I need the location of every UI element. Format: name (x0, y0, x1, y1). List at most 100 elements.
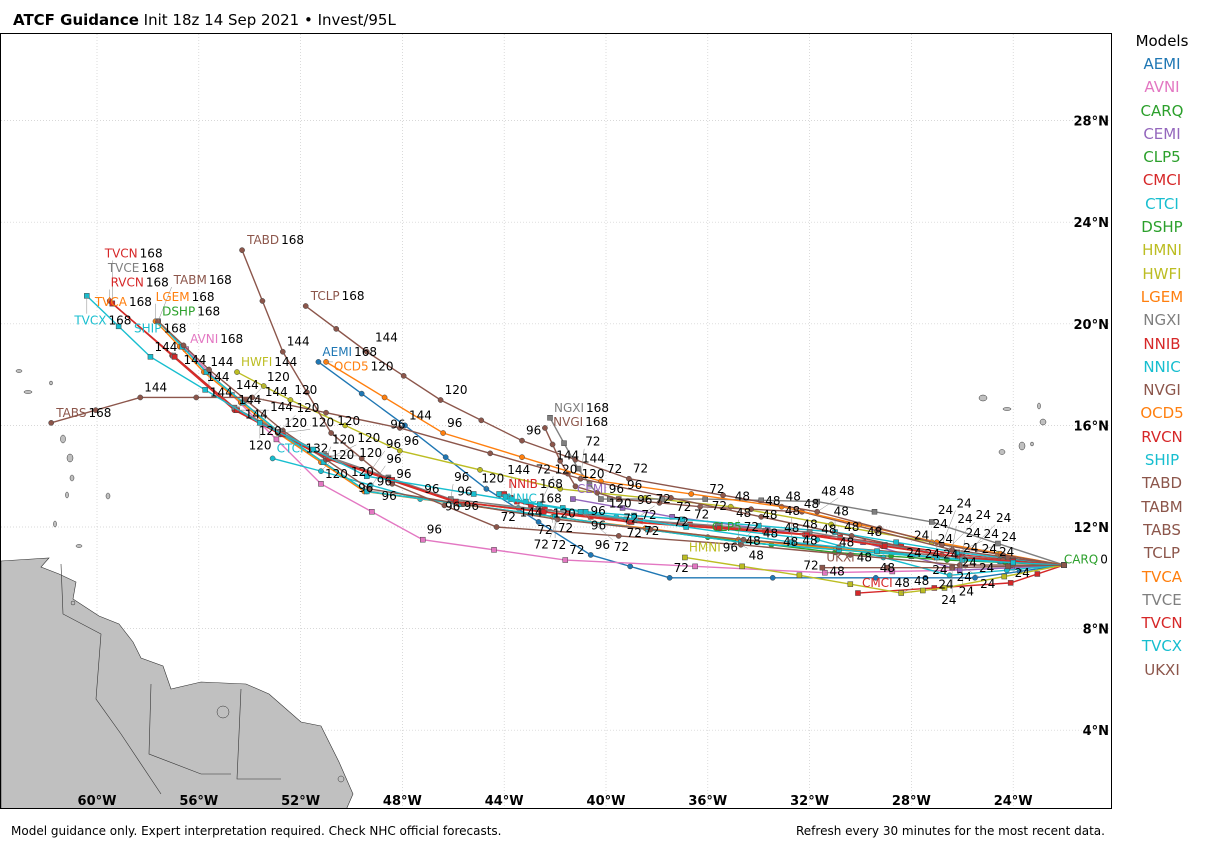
track-point (171, 354, 178, 360)
legend-item-nvgi[interactable]: NVGI (1143, 381, 1181, 400)
map-title: ATCF Guidance Init 18z 14 Sep 2021 • Inv… (13, 11, 396, 29)
forecast-hour-label: 48 (786, 490, 801, 504)
track-end-hour-label: 168 (197, 304, 220, 318)
forecast-hour-label: 24 (925, 547, 940, 561)
lat-tick-label: 16°N (1074, 419, 1109, 434)
forecast-hour-label: 24 (976, 508, 991, 522)
legend-item-ocd5[interactable]: OCD5 (1140, 404, 1184, 423)
legend-item-ctci[interactable]: CTCI (1145, 194, 1179, 213)
track-end-hour-label: 168 (163, 322, 186, 336)
label-leader-line (157, 286, 172, 322)
forecast-hour-label: 120 (351, 465, 374, 479)
track-end-label: NVGI 168 (553, 415, 608, 429)
track-end-hour-label: 168 (586, 401, 609, 415)
lon-tick-label: 40°W (587, 794, 626, 809)
legend-item-ship[interactable]: SHIP (1144, 451, 1180, 470)
forecast-hour-label: 72 (585, 435, 600, 449)
track-point (929, 519, 935, 525)
axis-ticks: 60°W 56°W 52°W 48°W 44°W 40°W 36°W 32°W 28°W 24°W… (78, 115, 1109, 809)
forecast-hour-label: 72 (607, 462, 622, 476)
track-point (931, 585, 938, 591)
label-leader-line (516, 501, 519, 506)
forecast-hour-label: 120 (249, 438, 272, 452)
forecast-hour-label: 72 (709, 482, 724, 496)
legend-item-tvcn[interactable]: TVCN (1141, 614, 1183, 633)
track-end-model-label: NGXI (554, 401, 584, 415)
track-end-hour-label: 168 (129, 295, 152, 309)
legend-item-cemi[interactable]: CEMI (1143, 124, 1181, 143)
track-point (358, 455, 365, 462)
legend-item-tvca[interactable]: TVCA (1141, 567, 1183, 586)
track-point (995, 540, 1001, 547)
track-end-model-label: HMNI (689, 540, 721, 554)
track-map[interactable]: AEMI 168 AVNI 168 CARQ 0 CEMI 96 CLP5 72 CMCI 48 CTC… (0, 33, 1112, 809)
label-leader-line (585, 511, 591, 519)
forecast-hour-label: 24 (980, 577, 995, 591)
legend-item-aemi[interactable]: AEMI (1143, 55, 1181, 73)
legend-item-lgem[interactable]: LGEM (1140, 287, 1184, 306)
forecast-hour-label: 24 (979, 561, 994, 575)
track-point (572, 456, 579, 463)
track-end-model-label: NNIC (507, 491, 537, 505)
label-leader-line (959, 564, 980, 577)
legend-item-tabm[interactable]: TABM (1141, 497, 1183, 516)
legend-item-nnic[interactable]: NNIC (1143, 357, 1181, 376)
forecast-hour-label: 24 (957, 570, 972, 584)
track-point (273, 436, 280, 443)
forecast-hour-label: 144 (210, 355, 233, 369)
forecast-hour-label: 144 (409, 408, 432, 422)
track-end-hour-label: 168 (88, 406, 111, 420)
legend-item-dshp[interactable]: DSHP (1141, 218, 1183, 237)
forecast-hour-label: 24 (984, 527, 999, 541)
lon-tick-label: 56°W (179, 794, 218, 809)
track-point (666, 574, 673, 581)
legend-item-rvcn[interactable]: RVCN (1141, 427, 1183, 446)
track-end-label: UKXI 48 (826, 551, 872, 565)
forecast-hour-label: 24 (938, 532, 953, 546)
legend-item-cmci[interactable]: CMCI (1142, 171, 1182, 190)
legend-item-hwfi[interactable]: HWFI (1142, 264, 1182, 283)
track-point (328, 430, 334, 436)
legend-item-avni[interactable]: AVNI (1144, 78, 1180, 97)
forecast-hour-label: 120 (331, 448, 354, 462)
track-line (109, 300, 1065, 566)
forecast-hour-label: 72 (641, 508, 656, 522)
track-end-model-label: AEMI (322, 345, 352, 359)
legend-item-tabd[interactable]: TABD (1141, 474, 1183, 493)
track-end-model-label: TVCN (104, 246, 138, 260)
subtitle: Init 18z 14 Sep 2021 • Invest/95L (143, 11, 396, 29)
label-leader-line (740, 540, 762, 543)
forecast-hour-label: 120 (297, 401, 320, 415)
track-point (180, 342, 187, 349)
legend-item-tabs[interactable]: TABS (1143, 520, 1181, 539)
forecast-hour-label: 48 (783, 535, 798, 549)
legend-item-tvce[interactable]: TVCE (1142, 590, 1182, 609)
legend-item-tclp[interactable]: TCLP (1143, 544, 1181, 563)
forecast-hour-label: 48 (914, 574, 929, 588)
track-end-hour-label: 120 (371, 359, 394, 373)
legend-item-ngxi[interactable]: NGXI (1143, 311, 1181, 330)
label-leader-line (234, 398, 264, 408)
legend-item-tvcx[interactable]: TVCX (1141, 637, 1183, 656)
forecast-hour-label: 24 (959, 584, 974, 598)
forecast-hour-label: 24 (943, 547, 958, 561)
legend-item-nnib[interactable]: NNIB (1143, 334, 1181, 353)
forecast-hour-label: 144 (207, 370, 230, 384)
track-point (542, 425, 548, 431)
legend-items: AEMI AVNI CARQ CEMI CLP5 CMCI CTCI DSHP HMNI HWFI… (1118, 53, 1206, 682)
forecast-hour-label: 96 (464, 499, 479, 513)
track-point (562, 557, 569, 563)
track-point (769, 574, 776, 581)
forecast-hour-label: 120 (325, 467, 348, 481)
legend-item-ukxi[interactable]: UKXI (1144, 660, 1180, 679)
legend-item-hmni[interactable]: HMNI (1142, 241, 1182, 260)
track-end-model-label: DSHP (162, 304, 195, 318)
legend-title: Models (1135, 32, 1189, 50)
track-end-hour-label: 144 (274, 355, 297, 369)
forecast-hour-label: 72 (536, 463, 551, 477)
legend-item-carq[interactable]: CARQ (1140, 101, 1184, 120)
forecast-hour-label: 144 (238, 393, 261, 407)
legend-item-clp5[interactable]: CLP5 (1143, 148, 1181, 167)
track-point (239, 247, 245, 253)
